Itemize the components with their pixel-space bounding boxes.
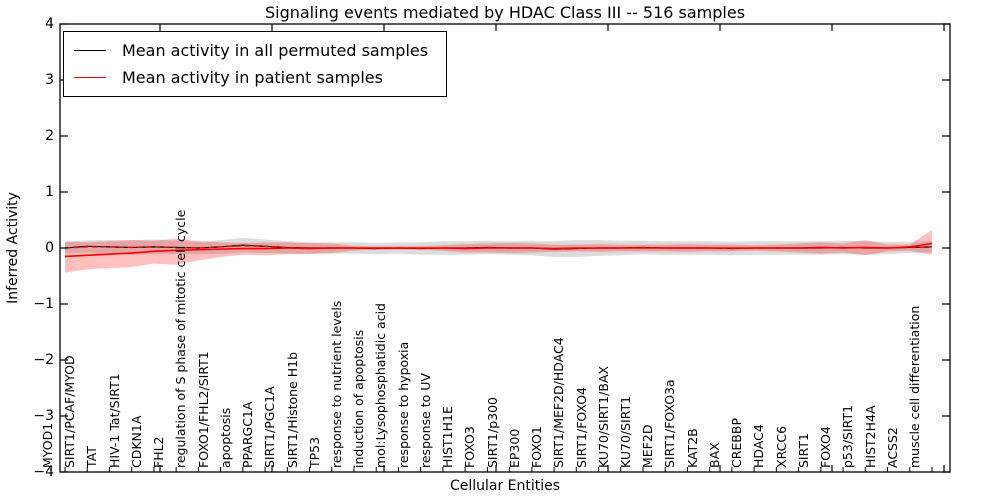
- x-category-label: FOXO1/FHL2/SIRT1: [195, 351, 211, 468]
- x-category-label: SIRT1/p300: [484, 397, 500, 468]
- x-category-label: response to UV: [417, 373, 433, 468]
- y-tick-label: 4: [45, 16, 54, 32]
- x-category-label: HDAC4: [751, 424, 767, 468]
- x-category-label: SIRT1/FOXO3a: [662, 379, 678, 468]
- x-category-label: BAX: [706, 442, 722, 468]
- x-category-label: HIST2H4A: [862, 405, 878, 468]
- y-tick-label: 3: [45, 72, 54, 88]
- x-category-label: SIRT1/PGC1A: [262, 386, 278, 468]
- x-category-label: KAT2B: [684, 428, 700, 468]
- y-tick-label: 1: [45, 184, 54, 200]
- x-category-label: muscle cell differentiation: [906, 305, 922, 468]
- y-tick-label: −4: [33, 464, 54, 480]
- x-category-label: TAT: [84, 446, 100, 468]
- y-tick-label: 2: [45, 128, 54, 144]
- legend-entry-patient: Mean activity in patient samples: [74, 64, 428, 91]
- x-category-label: KU70/SIRT1/BAX: [595, 365, 611, 468]
- y-tick-label: −1: [33, 296, 54, 312]
- legend-entry-permuted: Mean activity in all permuted samples: [74, 37, 428, 64]
- x-category-label: SIRT1: [795, 433, 811, 468]
- x-category-label: ACSS2: [884, 427, 900, 468]
- legend: Mean activity in all permuted samples Me…: [63, 31, 448, 97]
- y-tick-label: 0: [45, 240, 54, 256]
- legend-line-black-icon: [74, 50, 106, 51]
- x-category-label: CREBBP: [729, 418, 745, 468]
- x-category-label: response to nutrient levels: [328, 300, 344, 468]
- x-category-label: induction of apoptosis: [351, 329, 367, 468]
- y-tick-label: −2: [33, 352, 54, 368]
- x-category-label: SIRT1/MEF2D/HDAC4: [551, 337, 567, 468]
- x-category-label: regulation of S phase of mitotic cell cy…: [173, 209, 189, 468]
- x-category-label: MEF2D: [640, 424, 656, 468]
- chart-title: Signaling events mediated by HDAC Class …: [264, 3, 746, 22]
- x-category-label: mol:Lysophosphatidic acid: [373, 303, 389, 468]
- x-category-label: FOXO1: [529, 426, 545, 468]
- x-category-label: MYOD1: [40, 422, 55, 468]
- x-category-label: FOXO3: [462, 426, 478, 468]
- x-category-label: SIRT1/Histone H1b: [284, 351, 300, 468]
- y-tick-label: −3: [33, 408, 54, 424]
- x-category-label: EP300: [506, 428, 522, 468]
- x-category-label: SIRT1/PCAF/MYOD: [62, 355, 78, 468]
- x-category-label: PPARGC1A: [240, 401, 256, 468]
- x-category-label: response to hypoxia: [395, 341, 411, 468]
- x-category-label: KU70/SIRT1: [617, 395, 633, 468]
- x-category-label: XRCC6: [773, 425, 789, 468]
- x-category-label: HIST1H1E: [440, 406, 456, 468]
- x-axis-label: Cellular Entities: [449, 478, 561, 494]
- x-category-label: FOXO4: [818, 426, 834, 468]
- legend-label-permuted: Mean activity in all permuted samples: [122, 41, 429, 60]
- legend-line-red-icon: [74, 77, 106, 78]
- x-category-label: apoptosis: [217, 407, 233, 468]
- x-category-label: p53/SIRT1: [840, 404, 856, 468]
- x-category-label: FHL2: [151, 436, 167, 468]
- x-category-label: SIRT1/FOXO4: [573, 387, 589, 468]
- x-category-label: TP53: [306, 436, 322, 468]
- x-category-label: CDKN1A: [128, 415, 144, 468]
- legend-label-patient: Mean activity in patient samples: [122, 68, 383, 87]
- x-category-label: HIV-1 Tat/SIRT1: [106, 373, 122, 468]
